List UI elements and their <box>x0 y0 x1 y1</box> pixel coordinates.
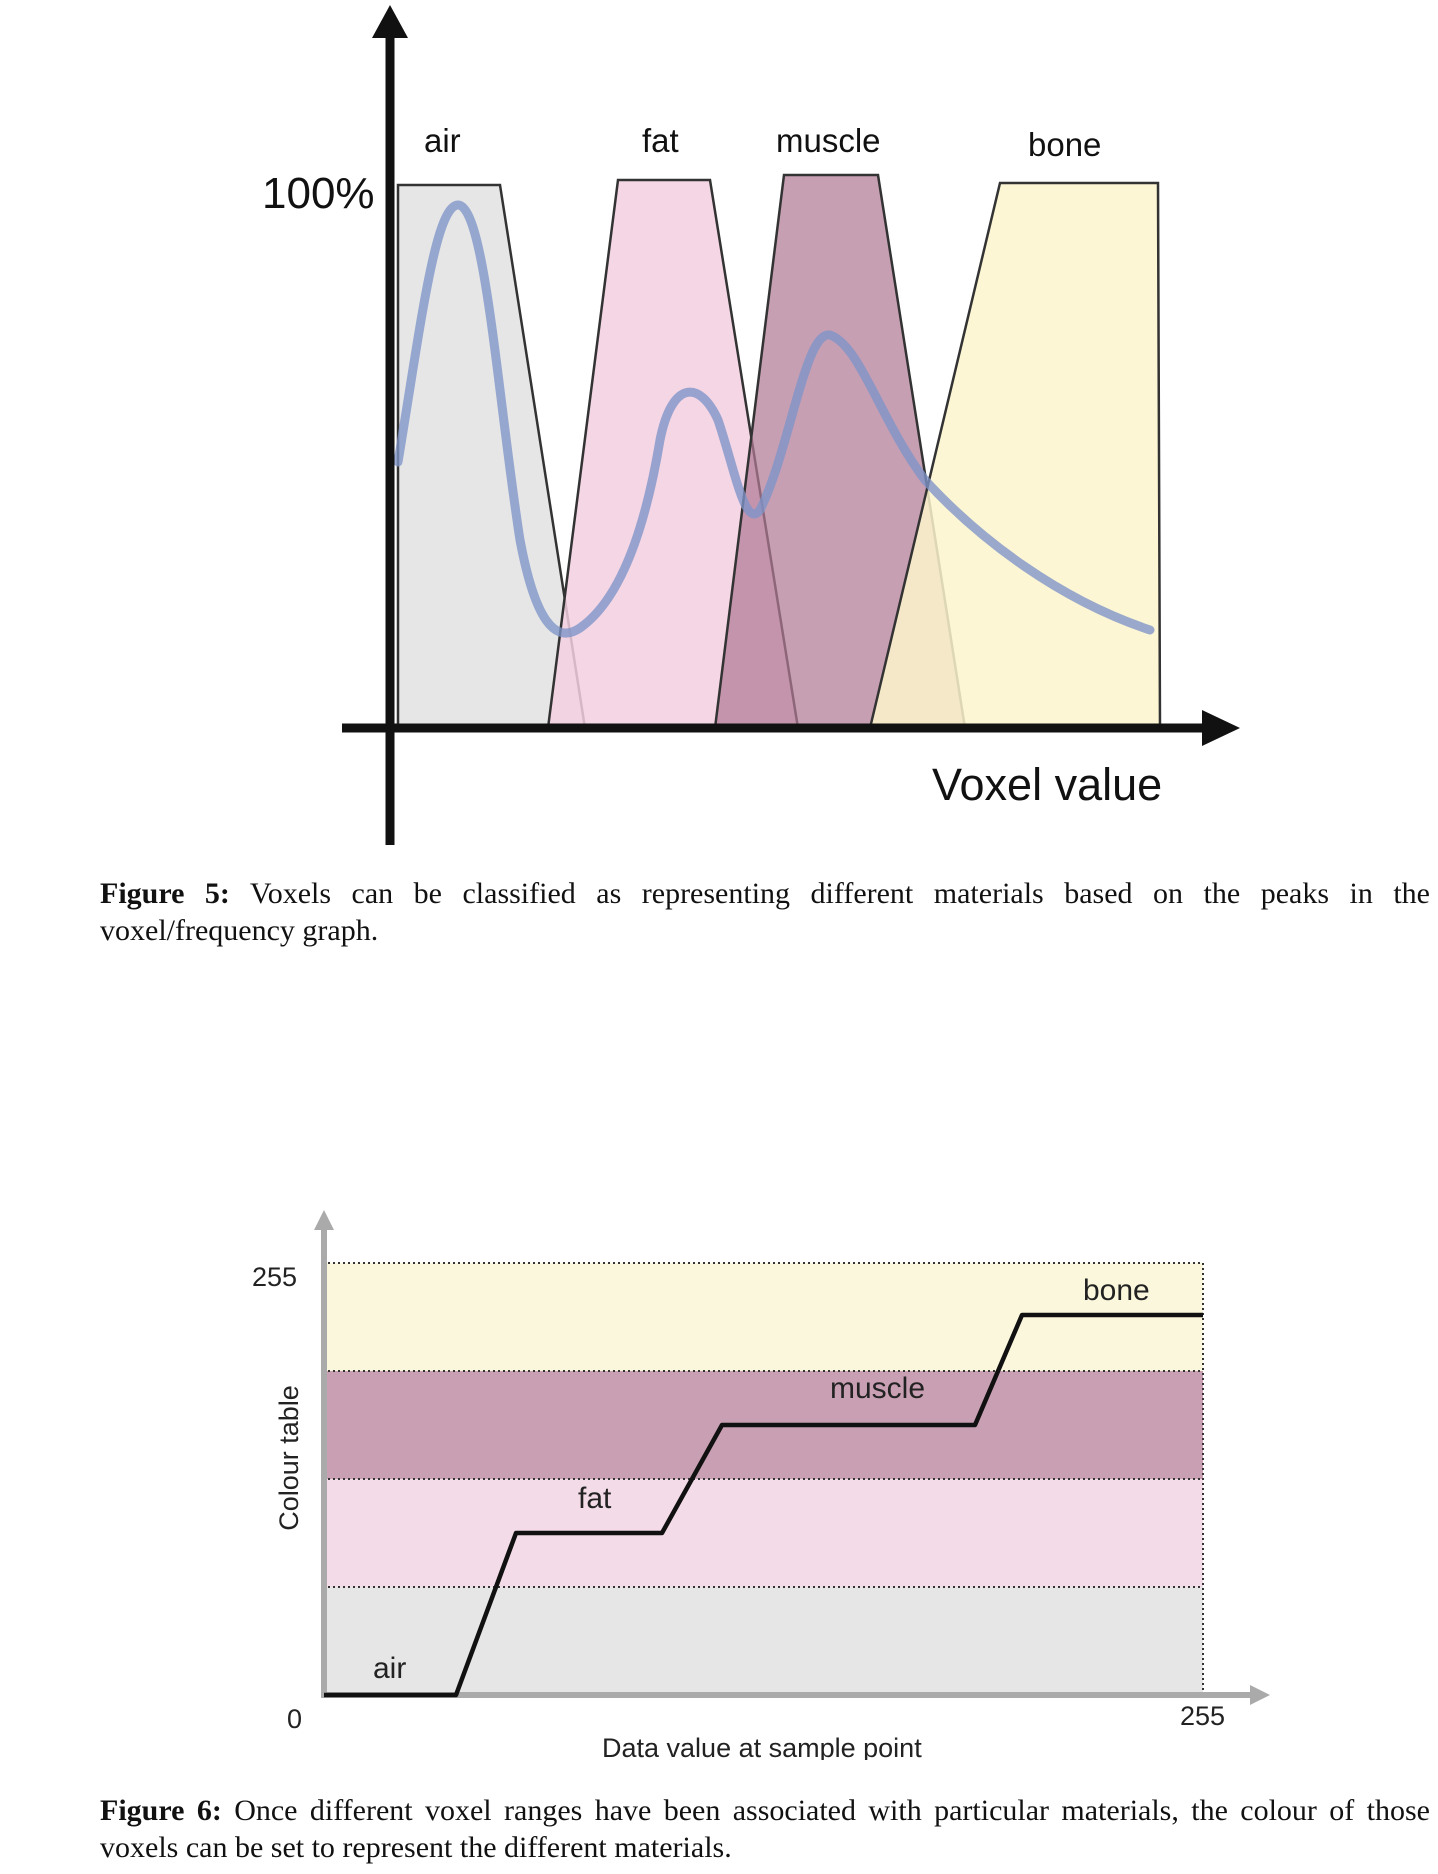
figure5-caption-label: Figure 5: <box>100 877 230 910</box>
band-label-bone: bone <box>1083 1274 1150 1307</box>
transfer-function-line <box>324 1312 1203 1698</box>
band-label-fat: fat <box>578 1482 612 1515</box>
y-axis-label: Colour table <box>274 1385 304 1531</box>
x-axis-label: Voxel value <box>932 759 1162 810</box>
figure5-caption: Figure 5: Voxels can be classified as re… <box>100 875 1430 949</box>
band-fat <box>325 1479 1203 1587</box>
figure6-caption-text: Once different voxel ranges have been as… <box>100 1794 1430 1864</box>
band-air <box>325 1587 1203 1695</box>
figure6-diagram: air fat muscle bone 255 0 255 Data value… <box>252 1210 1270 1760</box>
band-label-air: air <box>373 1652 406 1685</box>
colour-table-axis-arrowhead <box>314 1210 334 1230</box>
air-trapezoid <box>396 183 587 730</box>
percent-label: 100% <box>262 169 375 218</box>
figure5-caption-text: Voxels can be classified as representing… <box>100 877 1430 947</box>
figure6-caption: Figure 6: Once different voxel ranges ha… <box>100 1792 1430 1866</box>
x-max-label: 255 <box>1180 1701 1225 1731</box>
origin-label: 0 <box>287 1704 302 1734</box>
x-axis-arrowhead <box>1202 710 1240 746</box>
material-label-muscle: muscle <box>776 122 881 159</box>
figure5-diagram: 100% air fat muscle bone Voxel value <box>262 5 1240 845</box>
y-max-label: 255 <box>252 1262 297 1292</box>
material-label-fat: fat <box>642 122 679 159</box>
material-label-bone: bone <box>1028 126 1101 163</box>
x-axis-label: Data value at sample point <box>602 1733 922 1760</box>
band-label-muscle: muscle <box>830 1372 925 1405</box>
band-dividers <box>328 1262 1204 1695</box>
data-value-axis-arrowhead <box>1250 1685 1270 1705</box>
frequency-curve <box>393 200 1155 638</box>
y-axis-arrowhead <box>372 5 408 38</box>
material-label-air: air <box>424 122 461 159</box>
figure6-caption-label: Figure 6: <box>100 1794 222 1827</box>
